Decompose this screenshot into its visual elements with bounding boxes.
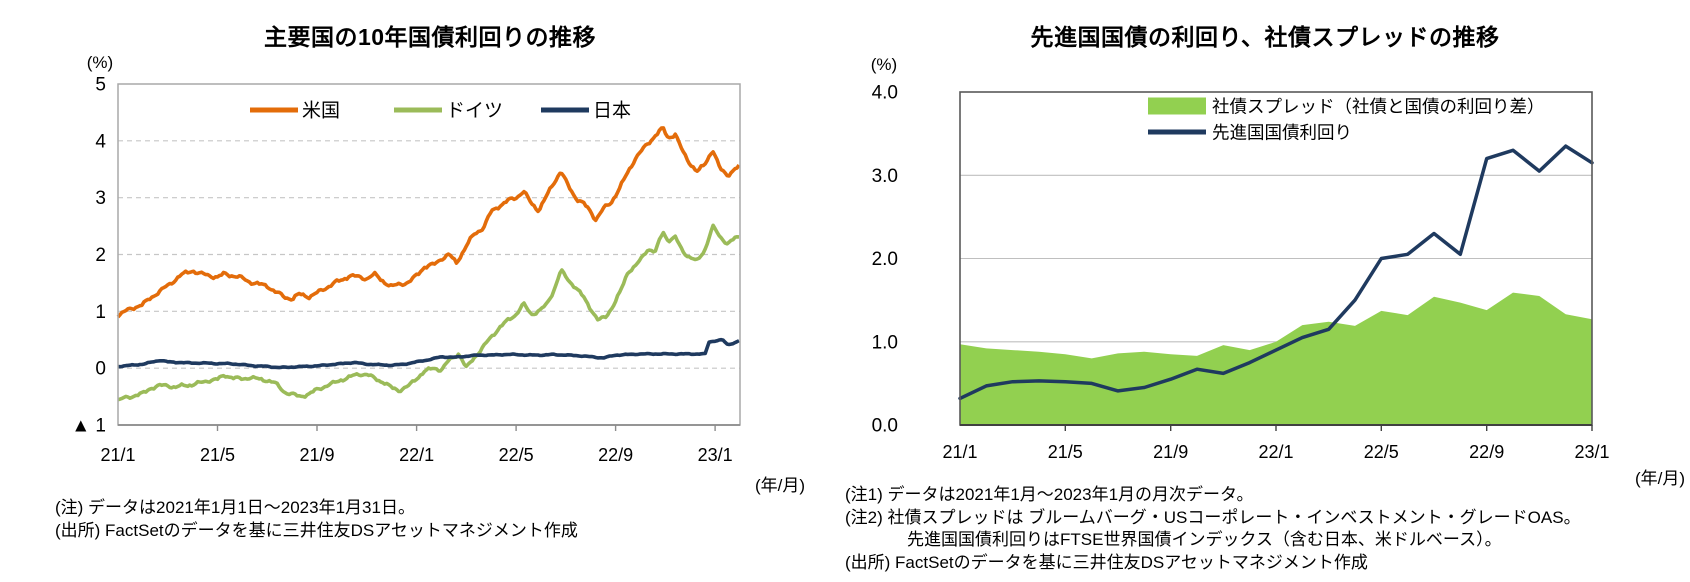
y-axis-unit: (%) [87,53,113,72]
x-tick-label-22/5: 22/5 [499,445,534,465]
y-tick-label-1.0: 1.0 [872,332,898,353]
series-dm-gov-yield-line [958,144,1594,401]
x-tick-label-22/9: 22/9 [598,445,633,465]
y-tick-label-0.0: 0.0 [872,416,898,437]
y-tick-label-2.0: 2.0 [872,249,898,270]
series-japan-line [117,337,740,370]
right-note-source: (出所) FactSetのデータを基に三井住友DSアセットマネジメント作成 [845,552,1368,572]
legend-label-us: 米国 [302,100,340,122]
right-note-1: (注1) データは2021年1月～2023年1月の月次データ。 [845,485,1254,504]
right-chart-notes: (注1) データは2021年1月～2023年1月の月次データ。 (注2) 社債ス… [845,484,1581,574]
x-tick-label-21/9: 21/9 [299,445,334,465]
y-tick-label-4.0: 4.0 [872,83,898,104]
x-tick-label-22/5: 22/5 [1364,442,1399,462]
left-chart-title: 主要国の10年国債利回りの推移 [263,24,597,50]
y-tick-label-5: 5 [95,75,106,96]
x-tick-label-22/1: 22/1 [399,445,434,465]
y-tick-label-▲ 1: ▲ 1 [71,416,106,437]
left-chart-plot: 5 4 3 2 1 0 ▲ 1 (%) 21/1 21/5 21/9 22/1 22/5 22/9 23/1… [71,53,805,495]
left-note-period: (注) データは2021年1月1日～2023年1月31日。 [55,498,415,517]
series-us-line [116,126,741,319]
y-tick-label-1: 1 [95,302,106,323]
x-axis-unit: (年/月) [1635,469,1685,488]
right-chart-title: 先進国国債の利回り、社債スプレッドの推移 [1030,24,1500,50]
series-corporate-spread-area [960,292,1592,425]
legend-label-corporate-spread: 社債スプレッド（社債と国債の利回り差） [1212,97,1545,117]
y-tick-label-3: 3 [95,188,106,209]
y-tick-label-4: 4 [95,131,106,152]
x-tick-label-23/1: 23/1 [698,445,733,465]
series-germany-line [117,223,740,402]
y-axis-unit: (%) [871,55,897,74]
y-tick-label-2: 2 [95,245,106,266]
right-note-2-continued: 先進国国債利回りはFTSE世界国債インデックス（含む日本、米ドルベース）。 [907,530,1502,549]
x-tick-label-21/5: 21/5 [200,445,235,465]
x-axis-unit: (年/月) [755,476,805,495]
x-tick-label-22/9: 22/9 [1469,442,1504,462]
y-tick-label-3.0: 3.0 [872,166,898,187]
x-tick-label-21/9: 21/9 [1153,442,1188,462]
y-tick-label-0: 0 [95,359,106,380]
x-tick-label-21/1: 21/1 [100,445,135,465]
left-chart-notes: (注) データは2021年1月1日～2023年1月31日。 (出所) FactS… [55,497,578,542]
legend-label-japan: 日本 [593,100,631,122]
x-tick-label-22/1: 22/1 [1258,442,1293,462]
x-tick-label-21/1: 21/1 [942,442,977,462]
x-tick-label-21/5: 21/5 [1048,442,1083,462]
right-chart-plot: 4.0 3.0 2.0 1.0 0.0 (%) 21/1 21/5 21/9 22/1 22/5 22… [871,55,1685,488]
legend-label-germany: ドイツ [446,101,503,122]
left-note-source: (出所) FactSetのデータを基に三井住友DSアセットマネジメント作成 [55,520,578,540]
right-note-2: (注2) 社債スプレッドは ブルームバーグ・USコーポレート・インベストメント・… [845,507,1581,527]
legend-label-dm-gov-yield: 先進国国債利回り [1212,123,1352,143]
x-tick-label-23/1: 23/1 [1574,442,1609,462]
legend-swatch-corporate-spread [1148,97,1206,115]
